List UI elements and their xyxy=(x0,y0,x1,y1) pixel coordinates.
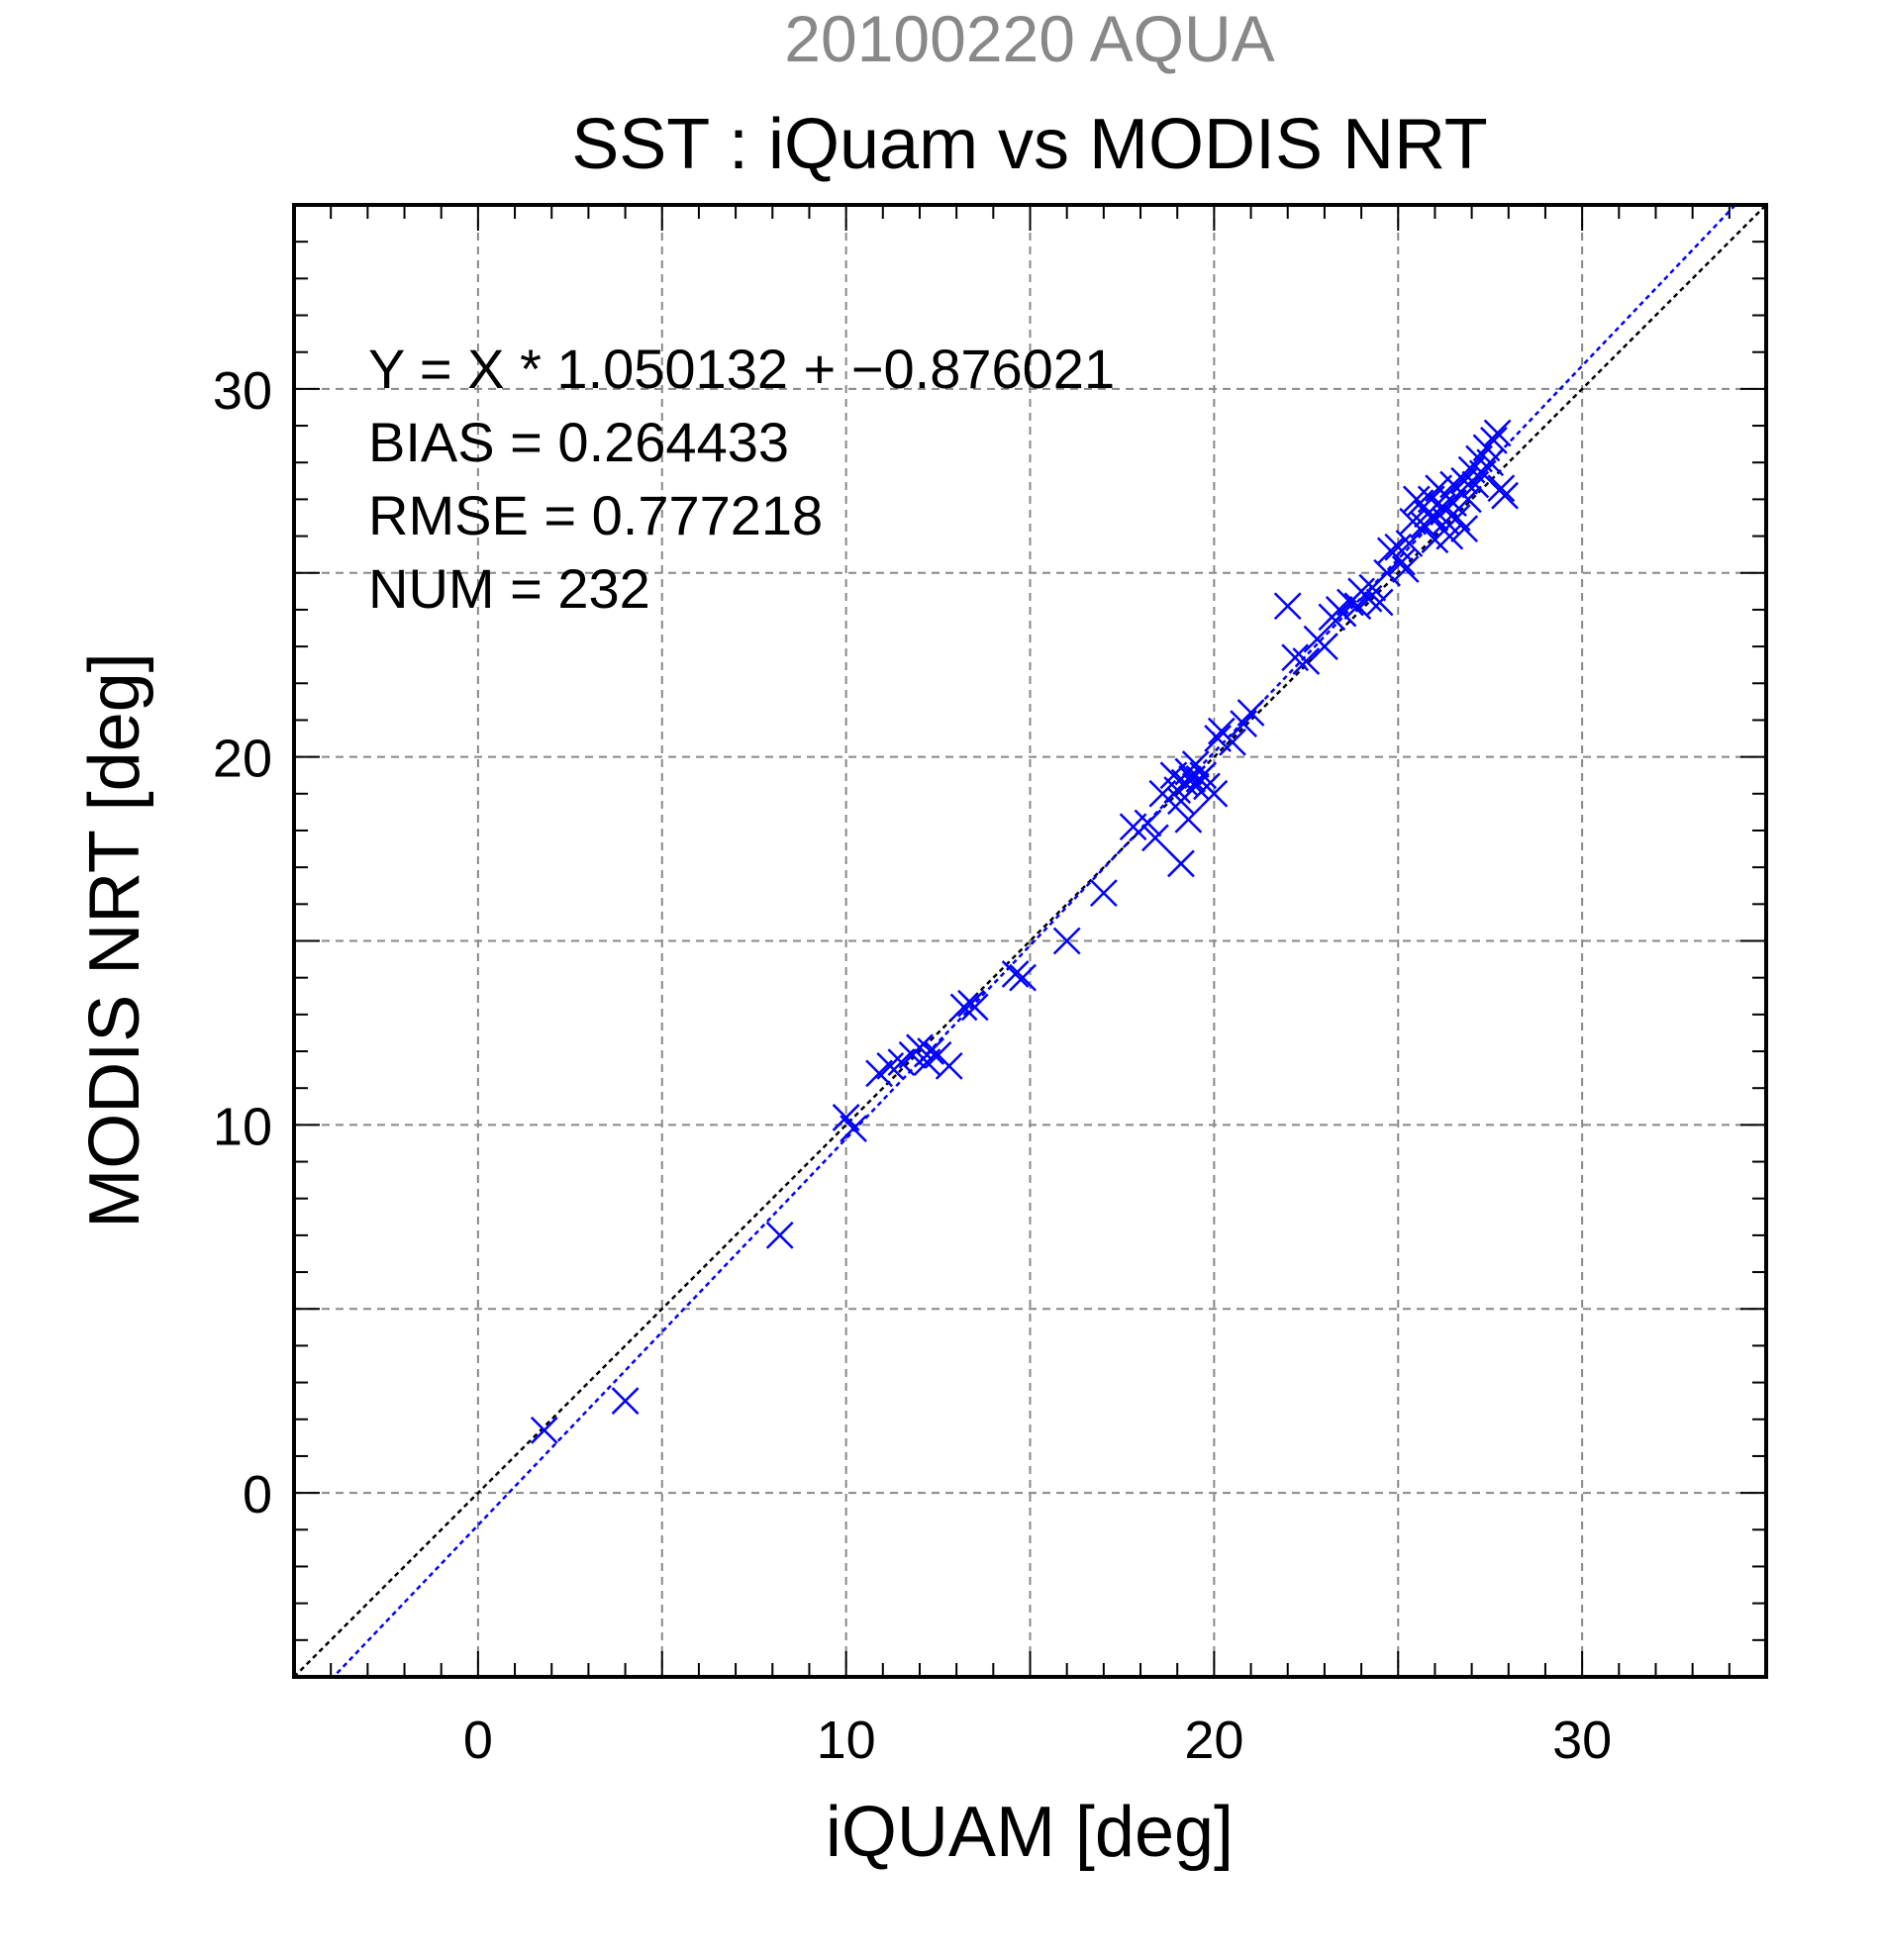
data-point xyxy=(960,993,989,1022)
data-point xyxy=(1219,728,1246,756)
data-point xyxy=(876,1052,905,1080)
data-point xyxy=(1395,530,1424,557)
data-point xyxy=(1200,779,1229,808)
data-point xyxy=(1399,507,1428,536)
data-point xyxy=(1167,849,1195,878)
rmse-value: RMSE = 0.777218 xyxy=(368,484,823,546)
x-tick-label: 0 xyxy=(463,1711,493,1770)
num-value: NUM = 232 xyxy=(368,557,650,620)
data-point xyxy=(1354,584,1383,613)
data-point xyxy=(1373,558,1401,587)
data-point xyxy=(611,1387,640,1416)
data-point xyxy=(840,1115,867,1142)
data-point xyxy=(1311,633,1338,660)
axis-ticks xyxy=(294,205,1766,1677)
data-point xyxy=(1009,963,1037,992)
y-axis-label: MODIS NRT [deg] xyxy=(75,652,154,1228)
stats-annotation: Y = X * 1.050132 + −0.876021 BIAS = 0.26… xyxy=(368,338,1115,620)
data-point xyxy=(1480,427,1508,454)
data-point xyxy=(1391,555,1420,583)
chart-title: 20100220 AQUA xyxy=(784,2,1274,75)
data-point xyxy=(1052,927,1081,955)
data-point xyxy=(1281,643,1310,672)
data-point xyxy=(1453,485,1482,514)
data-point xyxy=(530,1417,558,1444)
data-point xyxy=(949,993,978,1022)
data-point xyxy=(1089,879,1118,908)
data-point xyxy=(1189,761,1218,790)
chart-subtitle: SST : iQuam vs MODIS NRT xyxy=(571,105,1488,184)
data-point xyxy=(1141,824,1169,852)
data-point xyxy=(1436,522,1464,550)
data-point xyxy=(1476,448,1505,477)
data-point xyxy=(1292,647,1321,675)
data-point xyxy=(1001,960,1030,988)
x-tick-label: 30 xyxy=(1552,1711,1612,1770)
y-tick-label: 30 xyxy=(213,361,272,421)
data-point xyxy=(1273,592,1302,621)
data-point xyxy=(1237,699,1265,727)
data-point xyxy=(1134,809,1162,837)
data-point xyxy=(935,1052,963,1080)
data-point xyxy=(1483,419,1512,447)
data-point xyxy=(1487,474,1516,503)
regression-equation: Y = X * 1.050132 + −0.876021 xyxy=(368,338,1115,400)
x-tick-label: 20 xyxy=(1184,1711,1243,1770)
tick-labels: 0 10 20 30 0 10 20 30 xyxy=(213,361,1612,1770)
x-axis-label: iQUAM [deg] xyxy=(826,1793,1234,1872)
data-point xyxy=(1388,547,1416,576)
y-tick-label: 10 xyxy=(213,1097,272,1156)
plot-frame xyxy=(292,203,1768,1679)
y-tick-label: 20 xyxy=(213,730,272,789)
bias-value: BIAS = 0.264433 xyxy=(368,411,789,473)
grid xyxy=(294,205,1766,1677)
data-point xyxy=(1491,481,1519,510)
x-tick-label: 10 xyxy=(817,1711,876,1770)
data-point xyxy=(1365,588,1394,617)
data-points xyxy=(530,419,1519,1444)
data-point xyxy=(906,1033,934,1062)
data-point xyxy=(917,1037,945,1065)
y-tick-label: 0 xyxy=(243,1465,272,1524)
data-point xyxy=(1174,805,1203,833)
data-point xyxy=(765,1222,794,1249)
data-point xyxy=(1450,515,1479,543)
